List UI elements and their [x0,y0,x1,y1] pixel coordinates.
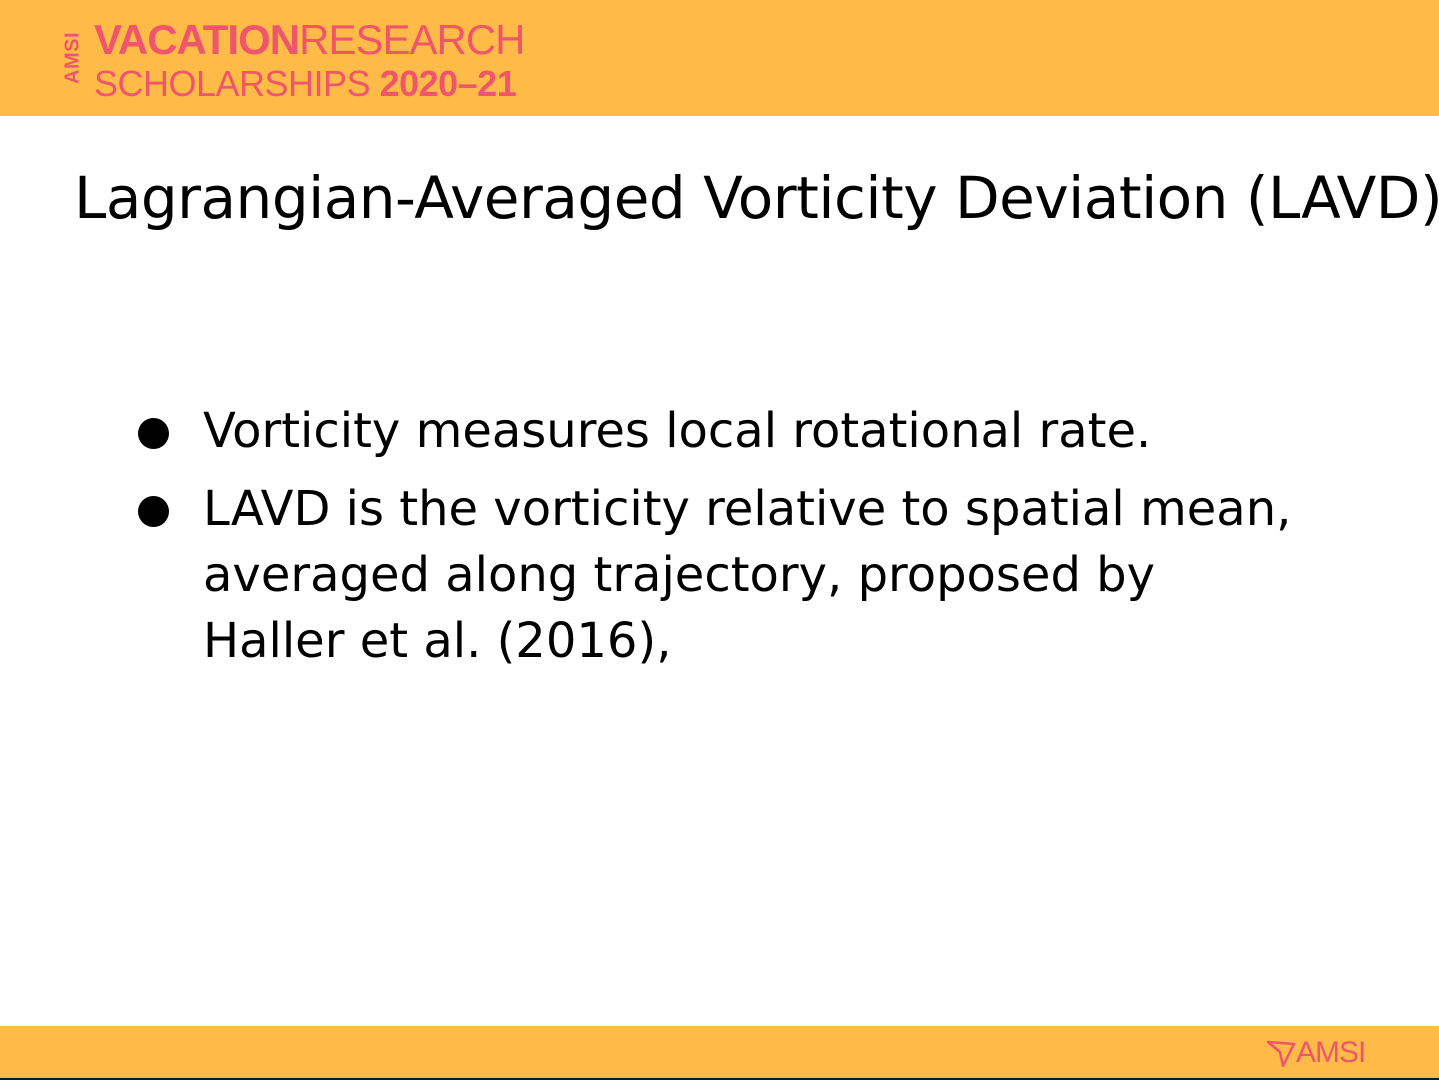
footer-logo-text: AMSI [1296,1036,1366,1069]
bullet-dot-icon [138,418,169,449]
logo-amsi-vertical-text: AMSI [61,32,84,84]
bullet-item: LAVD is the vorticity relative to spatia… [136,476,1296,674]
amsi-arrow-icon [1266,1040,1296,1068]
logo-line2: SCHOLARSHIPS 2020–21 [94,63,517,104]
logo-amsi-vertical: AMSI [60,18,86,98]
bullet-item: Vorticity measures local rotational rate… [136,398,1296,464]
bullet-dot-icon [138,496,169,527]
footer-divider [0,1078,1439,1080]
bullet-list: Vorticity measures local rotational rate… [136,398,1296,686]
slide-title: Lagrangian-Averaged Vorticity Deviation … [74,164,1439,232]
bullet-text: LAVD is the vorticity relative to spatia… [203,481,1292,669]
amsi-vacation-research-logo: AMSI VACATIONRESEARCH SCHOLARSHIPS 2020–… [60,18,560,104]
header-band: AMSI VACATIONRESEARCH SCHOLARSHIPS 2020–… [0,0,1439,116]
footer-band [0,1026,1439,1078]
bullet-text: Vorticity measures local rotational rate… [203,403,1152,459]
logo-vacation-text: VACATION [94,16,300,63]
logo-year-text: 2020–21 [379,63,517,104]
logo-line1: VACATIONRESEARCH [94,16,526,63]
logo-research-text: RESEARCH [299,16,525,63]
footer-amsi-logo: AMSI [1266,1036,1376,1070]
logo-scholarships-text: SCHOLARSHIPS [94,63,380,104]
